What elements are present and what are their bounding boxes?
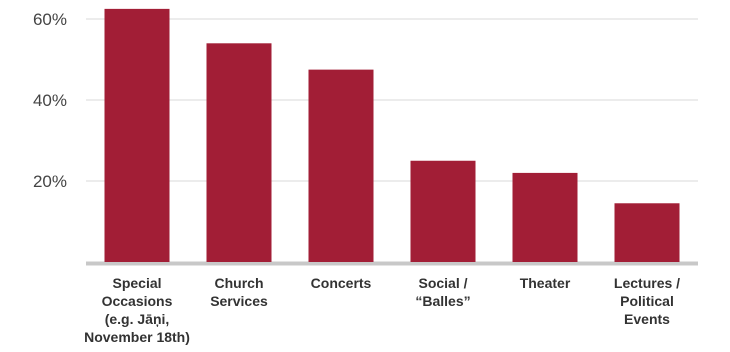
y-tick-label: 40% bbox=[33, 91, 67, 110]
x-tick-label: Special Occasions (e.g. Jāņi, November 18th… bbox=[84, 275, 190, 345]
x-tick-label: Lectures / Political Events bbox=[614, 275, 680, 327]
bars bbox=[104, 8, 680, 262]
bar bbox=[104, 8, 170, 262]
bar bbox=[512, 172, 578, 262]
y-axis-ticks: 20% 40% 60% bbox=[33, 10, 67, 191]
x-tick-label: Theater bbox=[520, 275, 571, 291]
bar bbox=[206, 43, 272, 262]
x-tick-label: Social / “Balles” bbox=[415, 275, 470, 309]
gridlines bbox=[86, 18, 698, 266]
x-tick-label: Concerts bbox=[311, 275, 372, 291]
x-axis-labels: Special Occasions (e.g. Jāņi, November 18th… bbox=[84, 275, 680, 345]
bar bbox=[308, 69, 374, 262]
x-tick-label: Church Services bbox=[210, 275, 268, 309]
y-tick-label: 60% bbox=[33, 10, 67, 29]
bar bbox=[614, 203, 680, 262]
bar bbox=[410, 160, 476, 262]
y-tick-label: 20% bbox=[33, 172, 67, 191]
